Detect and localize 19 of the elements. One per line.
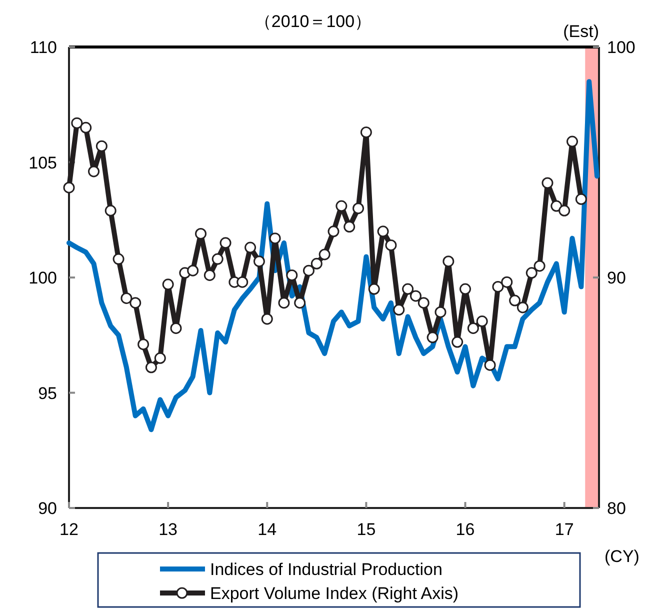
x-tick-label: 17 bbox=[554, 520, 574, 539]
x-axis-title: (CY) bbox=[604, 547, 640, 566]
band-label: (Est) bbox=[563, 22, 599, 41]
x-tick-label: 14 bbox=[258, 520, 277, 539]
x-tick-label: 15 bbox=[356, 520, 376, 539]
chart-title: （2010＝100） bbox=[254, 12, 372, 31]
y2-tick-label: 100 bbox=[607, 38, 636, 57]
y-tick-label: 95 bbox=[38, 384, 57, 403]
x-tick-label: 16 bbox=[456, 520, 475, 539]
legend-label: Indices of Industrial Production bbox=[210, 560, 442, 579]
y-tick-label: 90 bbox=[38, 499, 57, 518]
y-tick-label: 105 bbox=[28, 153, 57, 172]
y-tick-label: 100 bbox=[28, 268, 57, 288]
y2-tick-label: 90 bbox=[607, 268, 626, 288]
x-tick-label: 13 bbox=[158, 520, 178, 539]
legend-label: Export Volume Index (Right Axis) bbox=[210, 584, 459, 603]
y2-tick-label: 80 bbox=[607, 499, 626, 518]
x-tick-label: 12 bbox=[60, 520, 78, 539]
y-tick-label: 110 bbox=[30, 38, 57, 57]
